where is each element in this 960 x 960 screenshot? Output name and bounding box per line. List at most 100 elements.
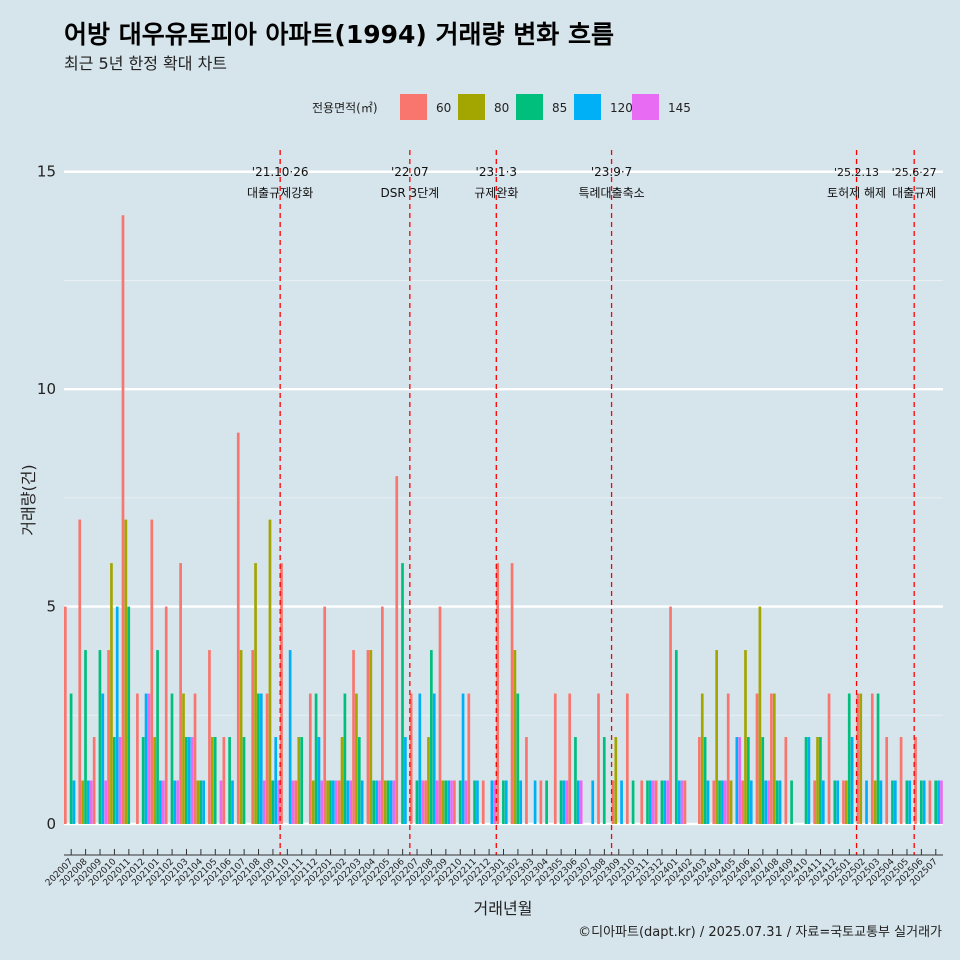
- bar-80-202201: [326, 780, 329, 824]
- bar-85-202105: [213, 737, 217, 824]
- bar-60-202102: [164, 606, 168, 824]
- bar-145-202008: [89, 780, 93, 824]
- bar-80-202107: [239, 650, 243, 824]
- bar-145-202010: [118, 737, 122, 824]
- bar-145-202507: [940, 780, 943, 824]
- bar-60-202104: [193, 693, 197, 824]
- annotation-date: '25.6·27: [892, 166, 937, 179]
- y-tick-label: 0: [46, 815, 56, 833]
- bar-80-202112: [311, 780, 315, 824]
- bar-145-202103: [190, 737, 194, 824]
- bar-60-202207: [409, 693, 413, 824]
- legend-label-120: 120: [610, 101, 633, 115]
- bar-85-202312: [660, 780, 664, 824]
- bar-80-202404: [715, 650, 719, 824]
- bar-85-202209: [444, 780, 448, 824]
- legend-label-60: 60: [436, 101, 451, 115]
- bar-85-202301: [502, 780, 505, 824]
- annotation-date: '23.1·3: [476, 165, 517, 179]
- bar-60-202209: [438, 606, 442, 824]
- bar-80-202204: [369, 650, 373, 824]
- bar-120-202501: [850, 737, 854, 824]
- bar-120-202106: [231, 780, 234, 824]
- bar-60-202009: [92, 737, 96, 824]
- bar-85-202305: [559, 780, 563, 824]
- bar-145-202009: [104, 780, 108, 824]
- bar-145-202208: [435, 780, 439, 824]
- bar-145-202109: [277, 780, 280, 824]
- bar-60-202111: [294, 780, 298, 824]
- annotation-event: 규제완화: [474, 186, 518, 200]
- bar-60-202406: [741, 780, 744, 824]
- bar-120-202103: [187, 737, 191, 824]
- bar-85-202404: [718, 780, 721, 824]
- bar-60-202106: [222, 737, 226, 824]
- bar-120-202311: [649, 780, 652, 824]
- bar-145-202207: [421, 780, 425, 824]
- bar-120-202411: [821, 780, 825, 824]
- bar-80-202403: [700, 693, 704, 824]
- annotation-event: 토허제 해제: [827, 186, 886, 200]
- bar-120-202212: [490, 780, 494, 824]
- bar-85-202106: [228, 737, 231, 824]
- bar-120-202506: [922, 780, 926, 824]
- bar-85-202108: [257, 693, 260, 824]
- bar-145-202201: [334, 780, 338, 824]
- bar-85-202010: [112, 737, 116, 824]
- legend-swatch-80: [458, 94, 485, 120]
- bar-120-202504: [894, 780, 897, 824]
- annotation-date: '21.10·26: [252, 165, 309, 179]
- y-tick-label: 10: [37, 380, 56, 398]
- bar-120-202007: [72, 780, 76, 824]
- annotation-date: '22.07: [391, 165, 429, 179]
- bar-145-202405: [738, 737, 742, 824]
- bar-60-202208: [424, 780, 427, 824]
- bar-80-202109: [268, 519, 272, 824]
- bar-85-202302: [516, 693, 520, 824]
- bar-145-202407: [767, 780, 770, 824]
- bar-120-202305: [562, 780, 566, 824]
- bar-120-202309: [620, 780, 623, 824]
- bar-85-202410: [804, 737, 808, 824]
- bar-60-202112: [308, 693, 312, 824]
- bar-60-202308: [597, 693, 600, 824]
- bar-80-202408: [772, 693, 776, 824]
- bar-60-202506: [914, 737, 917, 824]
- annotations: '21.10·26 대출규제강화 '22.07 DSR 3단계 '23.1·3 규제완화 '…: [247, 150, 937, 855]
- bar-85-202503: [876, 693, 880, 824]
- bar-80-202407: [758, 606, 762, 824]
- bar-60-202502: [856, 693, 860, 824]
- bar-120-202208: [432, 693, 436, 824]
- bar-60-202403: [698, 737, 701, 824]
- chart-caption: ©디아파트(dapt.kr) / 2025.07.31 / 자료=국토교통부 실…: [578, 925, 942, 940]
- bar-60-202409: [784, 737, 788, 824]
- bar-80-202406: [744, 650, 747, 824]
- bar-145-202212: [493, 780, 497, 824]
- bar-60-202301: [496, 563, 499, 824]
- legend-title: 전용면적(㎡): [312, 101, 378, 115]
- bar-85-202401: [674, 650, 678, 824]
- bar-145-202404: [723, 780, 727, 824]
- bar-120-202102: [173, 780, 177, 824]
- bar-60-202202: [337, 780, 341, 824]
- bar-145-202205: [392, 780, 396, 824]
- bar-120-202403: [706, 780, 710, 824]
- bar-60-202107: [236, 432, 240, 824]
- bar-60-202108: [251, 650, 255, 824]
- bar-120-202104: [202, 780, 206, 824]
- bar-60-202505: [899, 737, 903, 824]
- bar-85-202211: [473, 780, 476, 824]
- chart-title: 어방 대우유토피아 아파트(1994) 거래량 변화 흐름: [64, 20, 614, 49]
- bar-85-202208: [430, 650, 433, 824]
- bar-85-202408: [775, 780, 779, 824]
- bar-60-202408: [770, 693, 773, 824]
- bar-60-202205: [381, 606, 384, 824]
- bar-85-202112: [314, 693, 318, 824]
- bar-120-202410: [807, 737, 811, 824]
- bar-120-202109: [274, 737, 278, 824]
- bar-85-202011: [127, 606, 131, 824]
- bar-60-202405: [726, 693, 730, 824]
- bar-145-202305: [565, 780, 569, 824]
- bar-60-202404: [712, 780, 716, 824]
- bar-60-202501: [842, 780, 845, 824]
